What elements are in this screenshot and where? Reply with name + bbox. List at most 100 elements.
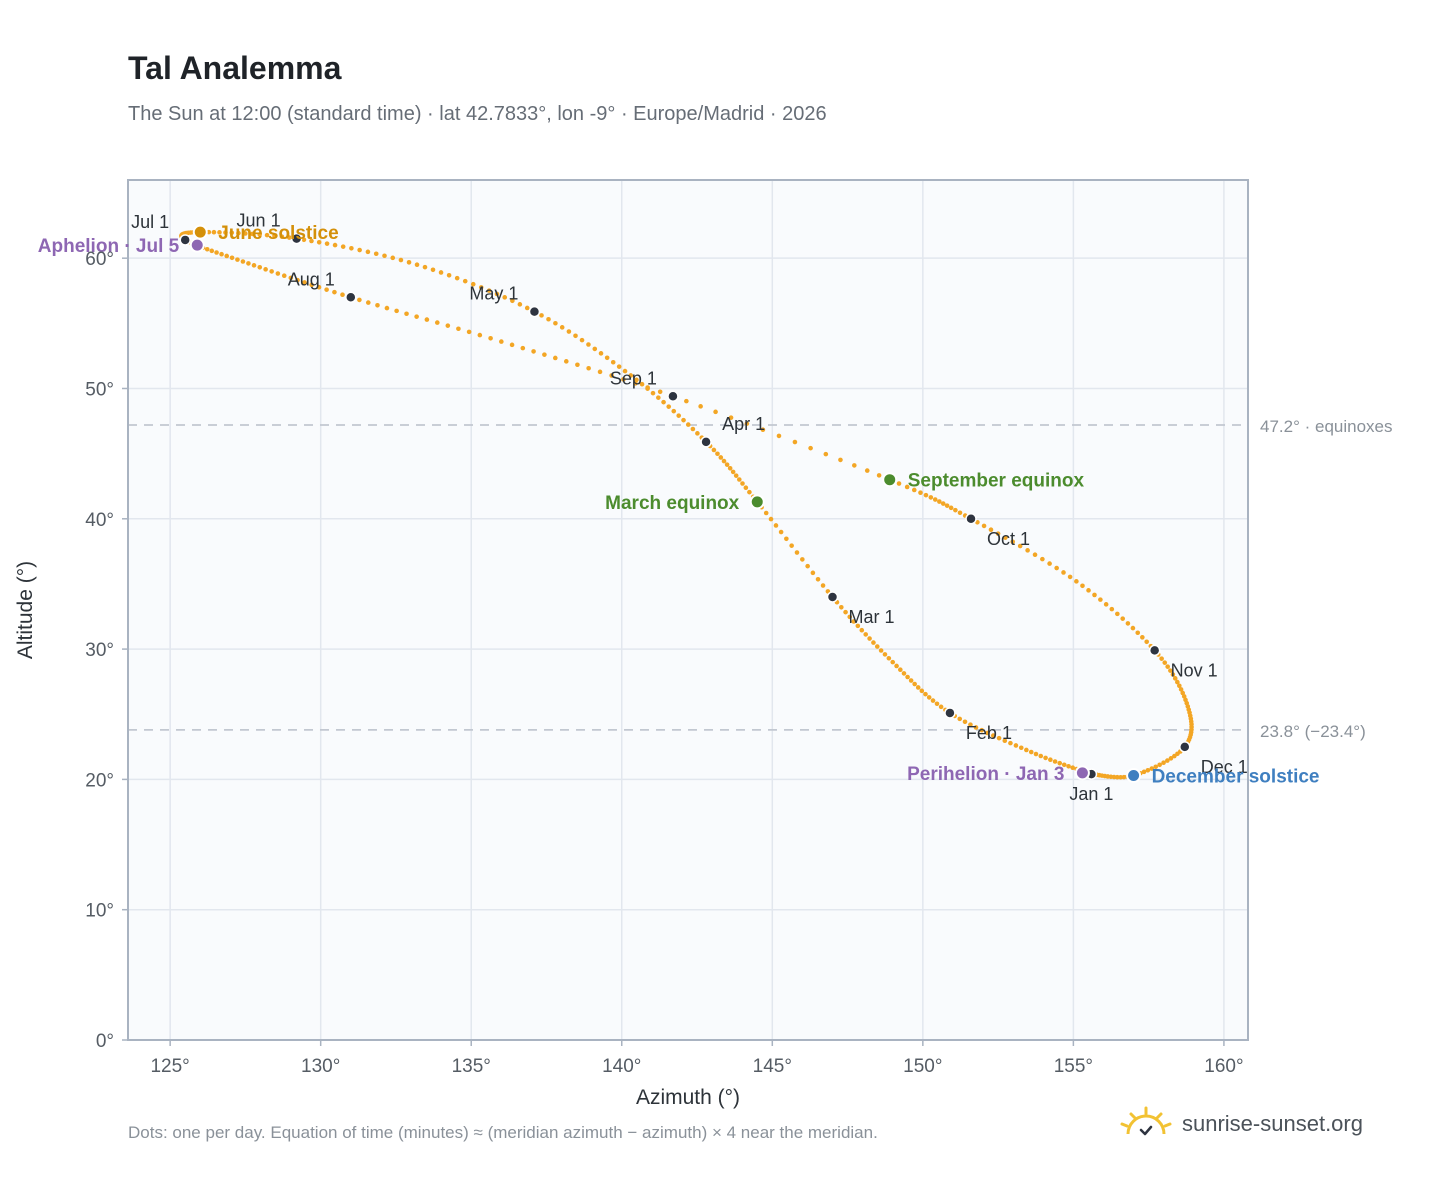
day-dot [446,272,452,278]
month-marker [965,513,977,525]
day-dot [217,230,222,235]
day-dot [671,408,677,414]
x-tick-label: 130° [301,1056,340,1077]
x-tick-label: 140° [602,1056,641,1077]
month-marker [944,707,956,719]
day-dot [1157,762,1162,768]
day-dot [843,609,848,615]
day-dot [281,273,287,278]
day-dot [509,342,515,348]
day-dot [1170,672,1176,677]
day-dot [776,433,782,439]
y-tick-label: 30° [85,640,114,661]
event-marker [192,224,208,240]
month-label: Aug 1 [288,269,335,289]
day-dot [715,451,720,457]
day-dot [634,377,639,383]
month-label: Jan 1 [1069,784,1113,804]
day-dot [1115,611,1120,617]
y-tick-label: 60° [85,249,114,270]
day-dot [384,305,390,311]
brand[interactable]: sunrise-sunset.org [1118,1100,1363,1148]
day-dot [867,636,872,641]
day-dot [257,265,263,270]
month-marker [1179,741,1191,753]
day-dot [744,421,750,426]
event-label: June solstice [218,223,338,244]
day-dot [486,288,492,293]
day-dot [923,492,929,498]
day-dot [1002,738,1008,743]
day-dot [890,659,896,665]
month-label: Jul 1 [131,212,169,232]
month-markers: Jan 1 Feb 1 Mar 1 Apr 1 May 1 Jun 1 Jul 1 Aug 1… [131,211,1248,805]
month-label: Mar 1 [849,607,895,627]
day-dot [990,733,996,738]
day-dot [445,323,451,328]
day-dot [251,263,257,268]
day-dot [871,640,876,645]
y-axis-label: Altitude (°) [14,561,37,659]
day-dot [209,248,215,254]
day-dot [645,385,650,390]
day-dot [332,242,338,248]
day-dot [1145,767,1151,773]
day-dot [747,489,752,495]
day-dot [698,404,703,409]
day-dot [250,231,255,237]
day-dot [792,439,798,445]
day-dot [1040,556,1045,562]
day-dot [1103,602,1109,607]
day-dot [1032,552,1038,558]
day-dot [488,335,493,341]
day-dot [650,390,656,396]
day-dot [926,695,932,700]
day-dot [287,235,292,240]
day-dot [243,231,248,236]
day-dot [229,230,235,236]
day-dot [365,249,371,255]
day-dot [357,297,362,303]
day-dot [1098,597,1103,602]
day-dot [639,381,645,387]
day-dot [911,487,917,493]
day-dot [852,463,857,468]
day-dot [1066,763,1071,769]
day-dot [579,337,585,343]
day-dot [357,247,362,253]
x-tick-label: 155° [1054,1056,1093,1077]
day-dot [324,287,329,292]
day-dot [373,251,379,257]
y-tick-label: 20° [85,770,114,791]
month-marker [345,291,357,304]
month-label: Jun 1 [237,211,281,231]
day-dot [928,495,934,500]
x-tick-label: 125° [150,1056,189,1077]
day-dot [628,373,634,378]
day-dot [610,359,616,365]
day-dot [918,490,923,495]
day-dot [1025,548,1030,553]
day-dot [1043,755,1048,761]
day-dot [855,623,861,629]
day-dot [206,229,212,235]
day-dot [295,277,300,283]
day-dot [996,735,1002,741]
day-dot [517,302,523,307]
day-dot [302,280,307,285]
day-dot [224,253,230,259]
day-dot [324,241,330,246]
day-dot [743,485,749,491]
day-dot [695,431,700,436]
day-dot [740,481,745,486]
day-dot [1180,690,1186,696]
day-dot [808,445,813,451]
day-dot [666,404,672,409]
day-dot [863,632,869,637]
month-label: Oct 1 [987,529,1030,549]
month-marker [179,234,191,246]
day-dot [919,688,925,694]
y-tick-label: 40° [85,510,114,531]
day-dot [768,516,774,522]
